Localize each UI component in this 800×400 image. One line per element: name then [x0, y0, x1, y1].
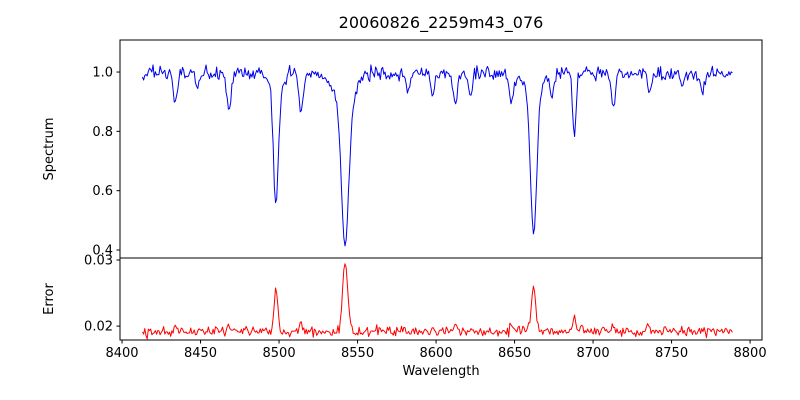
x-tick-label: 8750	[655, 346, 688, 361]
chart-title: 20060826_2259m43_076	[339, 13, 544, 33]
x-tick-label: 8550	[341, 346, 374, 361]
spectrum-line-series	[141, 64, 733, 247]
x-tick-label: 8650	[498, 346, 531, 361]
y-tick-label: 1.0	[92, 66, 113, 81]
y-axis-label-error: Error	[42, 283, 57, 315]
axis-ticks: 8400 8450 8500 8550 8600 8650 8700 8750 88000.40…	[84, 66, 767, 361]
y-tick-label: 0.02	[84, 320, 113, 335]
y-tick-label: 0.03	[84, 253, 113, 268]
x-tick-label: 8600	[420, 346, 453, 361]
y-tick-label: 0.6	[92, 184, 113, 199]
x-tick-label: 8700	[577, 346, 610, 361]
y-tick-label: 0.8	[92, 125, 113, 140]
data-series	[141, 64, 733, 340]
y-axis-label-spectrum: Spectrum	[42, 118, 57, 181]
error-panel-frame	[119, 257, 763, 341]
x-tick-label: 8450	[184, 346, 217, 361]
x-tick-label: 8400	[105, 346, 138, 361]
x-tick-label: 8500	[263, 346, 296, 361]
error-line-series	[142, 263, 733, 340]
x-tick-label: 8800	[734, 346, 767, 361]
y-tick-label: 0.4	[92, 243, 113, 258]
x-axis-label: Wavelength	[402, 364, 479, 379]
